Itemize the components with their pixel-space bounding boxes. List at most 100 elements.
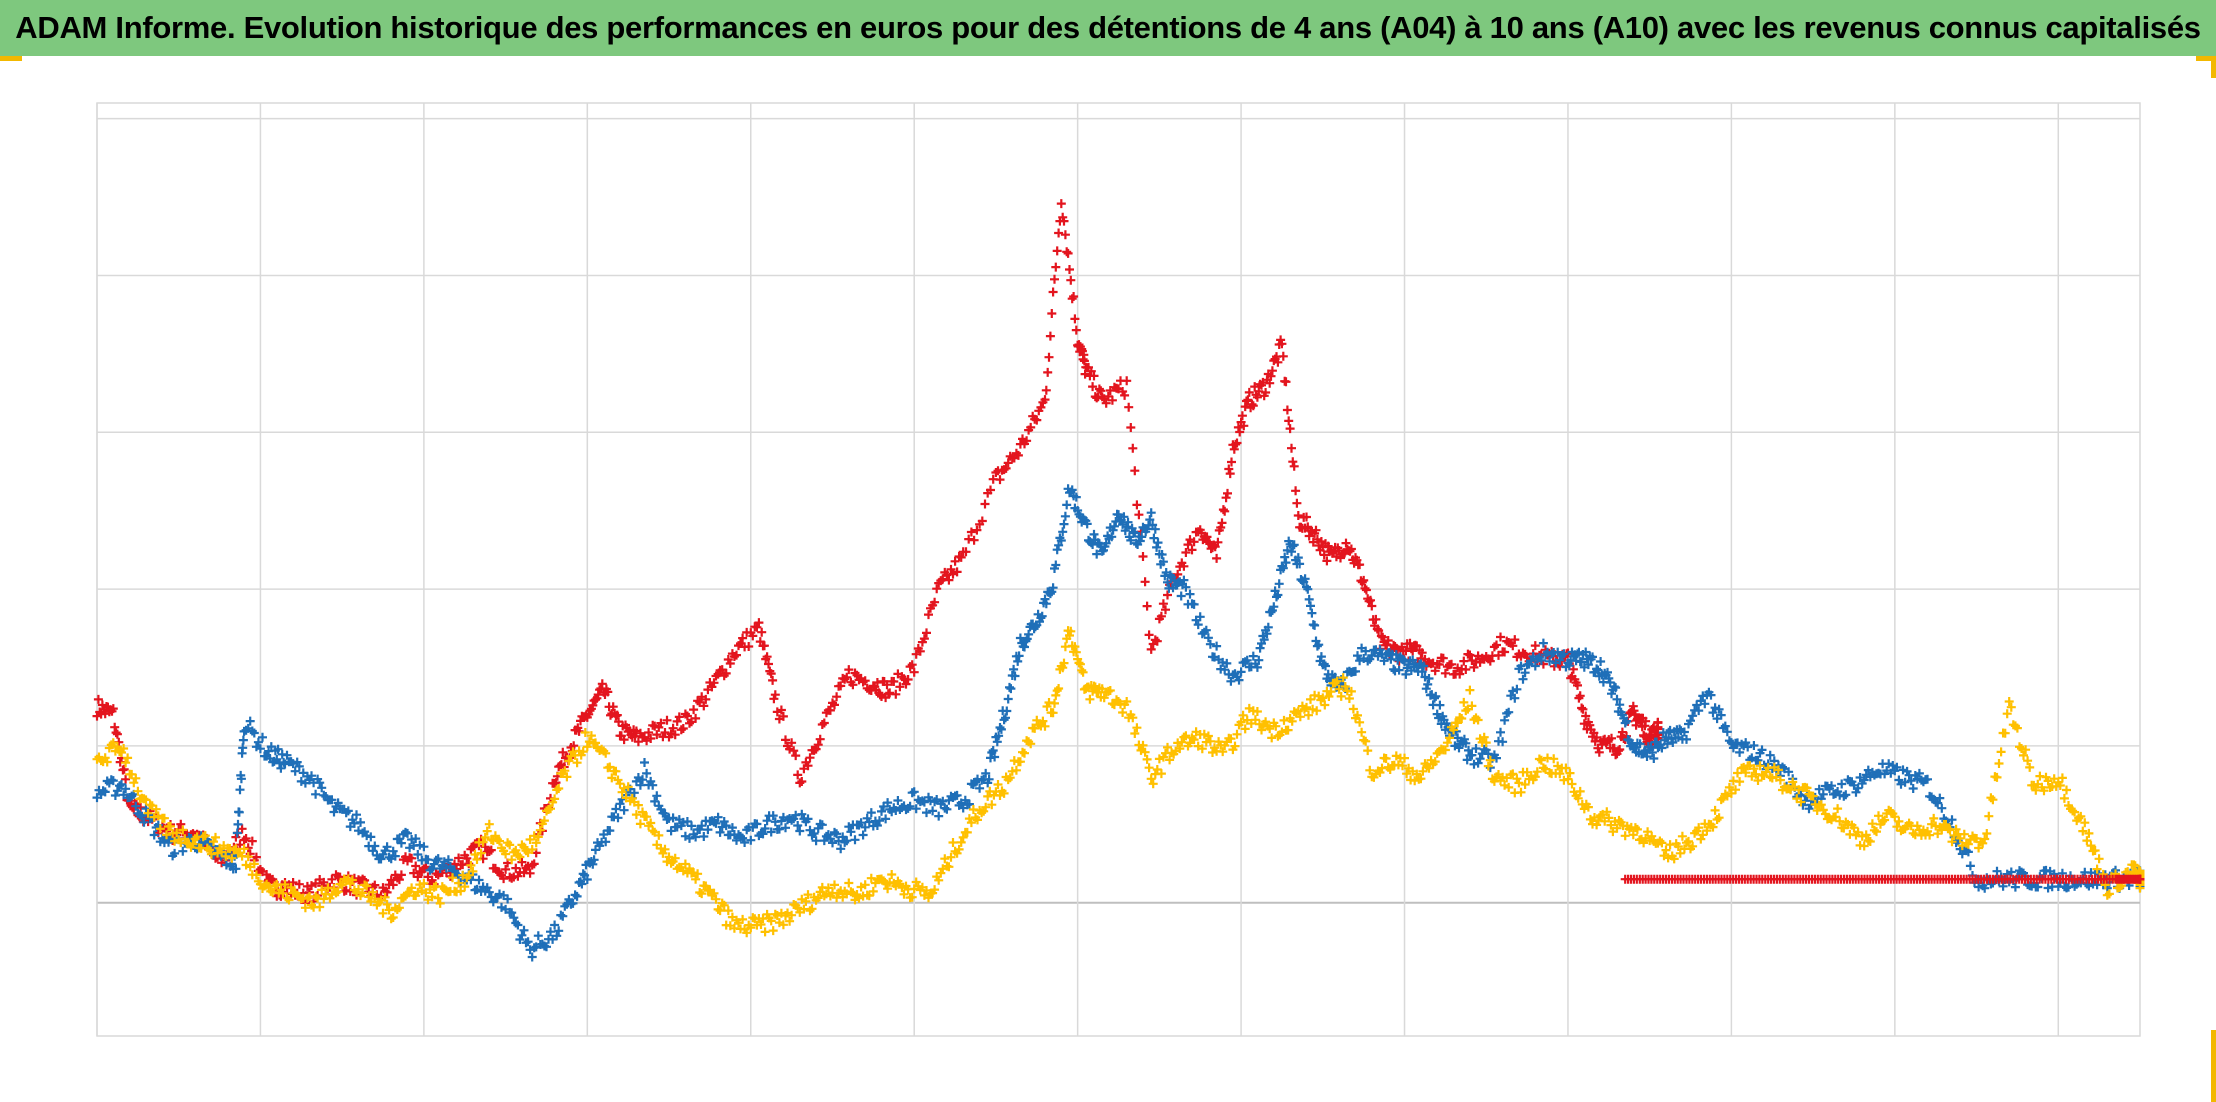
data-point	[382, 887, 392, 897]
data-point	[866, 808, 876, 818]
data-point	[1122, 376, 1132, 386]
data-point	[1252, 707, 1262, 716]
data-point	[875, 816, 884, 826]
data-point	[337, 880, 347, 890]
data-point	[211, 832, 220, 842]
data-point	[1710, 805, 1720, 815]
data-point	[1094, 384, 1104, 394]
data-point	[1051, 262, 1061, 272]
data-point	[284, 895, 294, 905]
data-point	[1686, 716, 1695, 726]
data-point	[1383, 636, 1393, 645]
data-point	[1604, 813, 1614, 823]
data-point	[1935, 793, 1945, 803]
data-point	[699, 832, 709, 841]
data-point	[386, 914, 396, 924]
data-point	[1140, 747, 1150, 757]
data-point	[1062, 247, 1072, 257]
data-point	[1130, 466, 1140, 476]
data-point	[652, 791, 662, 801]
data-point	[1006, 684, 1016, 694]
data-point	[517, 930, 527, 940]
data-point	[108, 776, 118, 786]
data-point	[1322, 556, 1332, 566]
data-point	[1144, 630, 1154, 640]
data-point	[511, 845, 521, 855]
data-point	[1195, 612, 1205, 622]
data-point	[1417, 648, 1427, 658]
data-point	[155, 824, 165, 834]
data-point	[1038, 716, 1048, 726]
data-point	[1475, 754, 1485, 764]
data-point	[513, 920, 523, 930]
data-point	[1010, 671, 1020, 681]
data-point	[278, 888, 288, 898]
data-point	[1859, 775, 1869, 785]
data-point	[1500, 715, 1510, 725]
data-point	[1231, 439, 1241, 449]
data-point	[1071, 647, 1081, 657]
data-point	[480, 832, 490, 842]
data-point	[981, 768, 991, 778]
data-point	[1218, 505, 1228, 515]
data-point	[995, 723, 1005, 732]
data-point	[795, 778, 805, 788]
data-point	[1647, 831, 1657, 841]
data-point	[1291, 486, 1301, 496]
data-point	[413, 872, 423, 882]
data-point	[1708, 708, 1718, 718]
data-point	[525, 868, 535, 878]
data-point	[1036, 402, 1046, 412]
data-point	[601, 748, 611, 758]
data-point	[1193, 620, 1203, 630]
data-point	[611, 804, 621, 814]
data-point	[1101, 398, 1111, 408]
data-point	[1724, 782, 1734, 792]
data-point	[280, 880, 290, 889]
data-point	[1457, 714, 1467, 723]
data-point	[1179, 575, 1189, 585]
data-point	[2094, 854, 2104, 864]
data-point	[1374, 626, 1384, 635]
data-point	[589, 855, 599, 865]
data-point	[111, 728, 121, 738]
data-point	[1485, 656, 1495, 666]
data-point	[1058, 663, 1068, 673]
data-point	[1555, 769, 1565, 779]
data-point	[1442, 738, 1452, 748]
data-point	[591, 738, 600, 748]
data-point	[1212, 641, 1222, 651]
data-point	[1465, 685, 1475, 695]
data-point	[1079, 356, 1089, 366]
data-point	[660, 844, 670, 854]
data-point	[1152, 542, 1162, 552]
data-point	[1992, 866, 2002, 876]
data-point	[629, 788, 639, 798]
data-point	[384, 905, 394, 915]
data-point	[2080, 818, 2090, 828]
data-point	[1998, 881, 2008, 891]
data-point	[1236, 717, 1246, 727]
data-point	[1163, 577, 1172, 587]
data-point	[482, 883, 492, 893]
data-point	[830, 880, 839, 890]
data-point	[1265, 378, 1275, 388]
data-point	[1348, 704, 1358, 714]
data-point	[691, 832, 701, 842]
data-point	[1071, 492, 1081, 502]
data-point	[2086, 841, 2096, 851]
data-point	[578, 747, 588, 757]
data-point	[315, 778, 325, 788]
data-point	[1996, 747, 2006, 757]
data-point	[778, 711, 788, 721]
data-point	[809, 829, 819, 838]
data-point	[1661, 733, 1671, 742]
data-point	[1563, 774, 1573, 784]
data-point	[343, 806, 353, 816]
data-point	[470, 850, 480, 859]
data-point	[776, 705, 786, 715]
data-point	[623, 782, 633, 792]
data-point	[466, 860, 476, 870]
data-point	[1281, 377, 1291, 387]
data-point	[1254, 386, 1264, 396]
